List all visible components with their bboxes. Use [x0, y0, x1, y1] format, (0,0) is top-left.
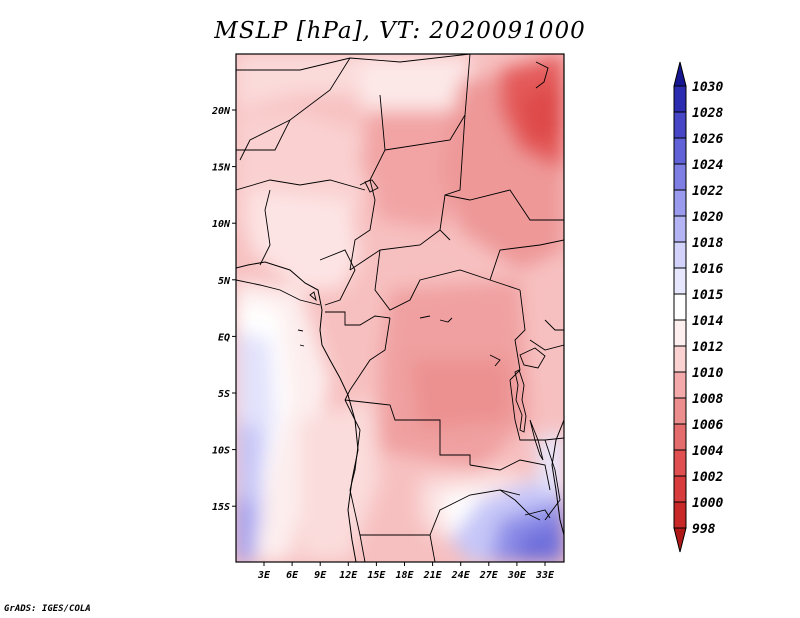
colorbar-swatch	[673, 345, 687, 373]
lat-tick-label: 5S	[218, 389, 230, 400]
lon-tick-label: 18E	[395, 570, 414, 581]
colorbar-swatch	[673, 85, 687, 113]
lat-tick-label: 15S	[212, 502, 230, 513]
lat-tick-label: 5N	[218, 276, 231, 287]
colorbar-label: 1020	[692, 210, 723, 225]
lat-tick-label: 20N	[211, 106, 231, 117]
colorbar-swatch	[673, 371, 687, 399]
map-title: MSLP [hPa], VT: 2020091000	[214, 18, 586, 44]
colorbar-label: 1026	[692, 132, 723, 147]
colorbar-swatch	[673, 319, 687, 347]
lon-tick-label: 9E	[314, 570, 327, 581]
colorbar-swatch	[673, 423, 687, 451]
colorbar-swatch	[673, 111, 687, 139]
lon-tick-label: 27E	[479, 570, 499, 581]
colorbar-label: 1004	[692, 444, 723, 459]
colorbar-swatch	[673, 293, 687, 321]
colorbar-swatch	[673, 189, 687, 217]
colorbar-label: 1030	[692, 80, 723, 95]
colorbar-label: 1016	[692, 262, 723, 277]
colorbar-swatch	[673, 137, 687, 165]
lon-tick-label: 33E	[535, 570, 555, 581]
lat-tick-label: 10N	[212, 219, 231, 230]
colorbar-label: 1015	[692, 288, 723, 303]
colorbar-min-arrow	[673, 527, 687, 553]
pressure-field	[236, 54, 564, 562]
lon-tick-label: 24E	[451, 570, 471, 581]
longitude-axis: 3E 6E 9E 12E 15E 18E 21E 24E 27E 30E 33E	[257, 562, 555, 581]
colorbar-swatch	[673, 397, 687, 425]
colorbar-label: 1028	[692, 106, 723, 121]
grads-credit: GrADS: IGES/COLA	[4, 604, 91, 614]
colorbar: 998 1000 1002 1004 1006 1008 1010 1012 1014 1015 1…	[673, 61, 723, 553]
colorbar-label: 1008	[692, 392, 723, 407]
colorbar-label: 1012	[692, 340, 723, 355]
lakes	[297, 61, 551, 519]
lon-tick-label: 21E	[423, 570, 443, 581]
lat-tick-label: 15N	[212, 163, 231, 174]
lat-tick-label: EQ	[218, 332, 230, 343]
colorbar-label: 1006	[692, 418, 723, 433]
lat-tick-label: 10S	[212, 446, 230, 457]
colorbar-label: 1002	[692, 470, 723, 485]
colorbar-label: 1018	[692, 236, 723, 251]
colorbar-label: 1014	[692, 314, 723, 329]
colorbar-swatch	[673, 215, 687, 243]
lon-tick-label: 3E	[257, 570, 271, 581]
colorbar-max-arrow	[673, 61, 687, 87]
lon-tick-label: 6E	[286, 570, 299, 581]
colorbar-swatch	[673, 163, 687, 191]
coastline	[236, 261, 564, 562]
colorbar-label: 1024	[692, 158, 723, 173]
colorbar-label: 1010	[692, 366, 723, 381]
colorbar-swatch	[673, 501, 687, 529]
lon-tick-label: 15E	[367, 570, 386, 581]
colorbar-label: 1000	[692, 496, 723, 511]
latitude-axis: 20N 15N 10N 5N EQ 5S 10S 15S	[211, 106, 236, 513]
colorbar-label: 1022	[692, 184, 723, 199]
lon-tick-label: 12E	[339, 570, 358, 581]
colorbar-label: 998	[692, 522, 716, 537]
colorbar-swatch	[673, 449, 687, 477]
colorbar-swatch	[673, 241, 687, 269]
map-frame	[235, 53, 565, 563]
colorbar-swatch	[673, 267, 687, 295]
colorbar-swatch	[673, 475, 687, 503]
lon-tick-label: 30E	[507, 570, 527, 581]
